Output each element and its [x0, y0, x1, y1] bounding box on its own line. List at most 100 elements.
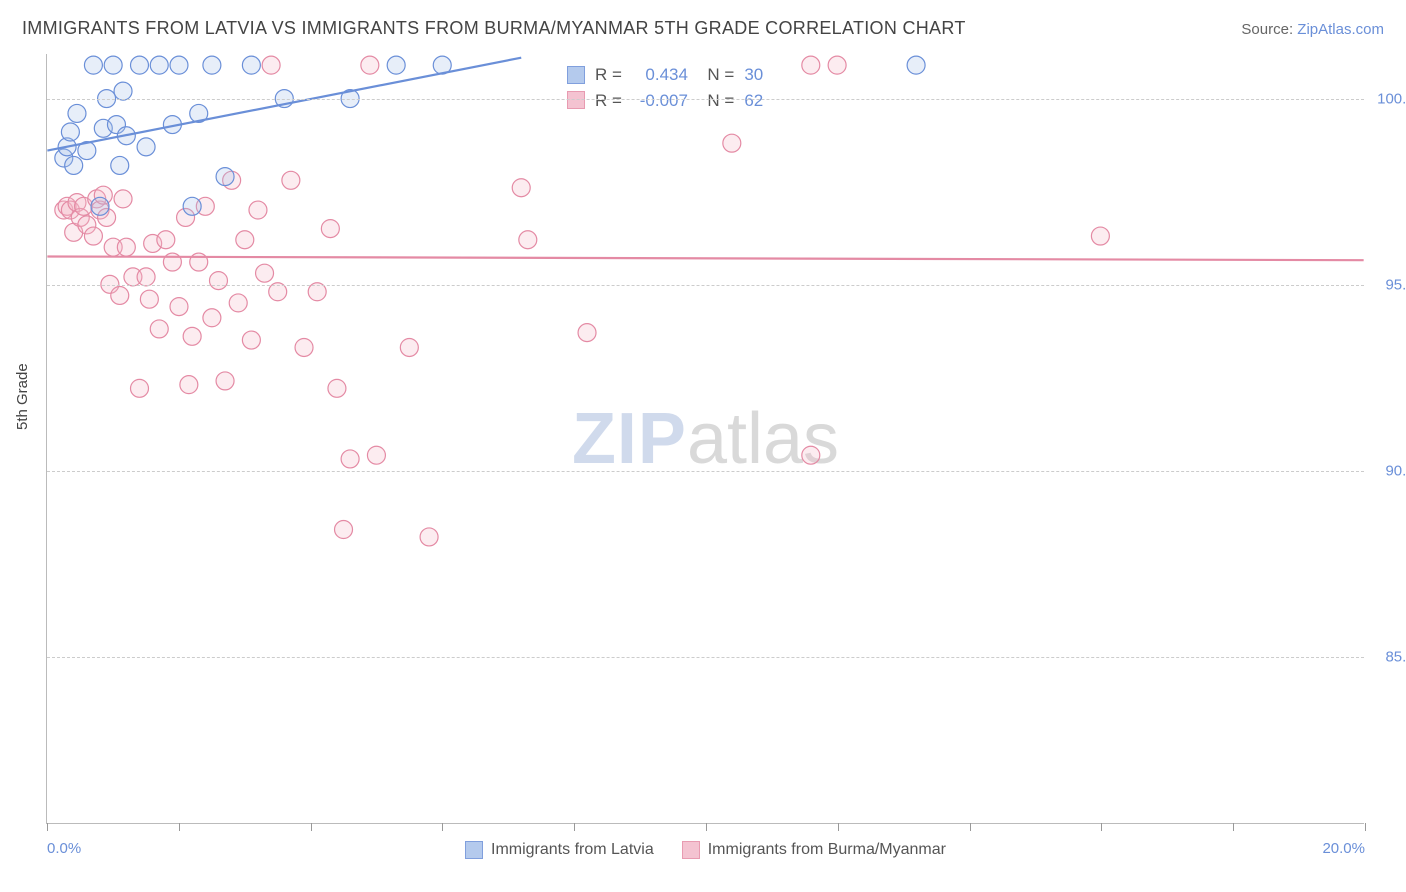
data-point-burma [209, 272, 227, 290]
data-point-latvia [137, 138, 155, 156]
n-value-latvia: 30 [744, 62, 763, 88]
legend-row-burma: R = -0.007 N = 62 [567, 88, 763, 114]
trend-line-burma [47, 256, 1363, 260]
plot-area: ZIPatlas R = 0.434 N = 30 R = -0.007 N =… [46, 54, 1364, 824]
data-point-burma [262, 56, 280, 74]
legend-item-burma: Immigrants from Burma/Myanmar [682, 841, 946, 859]
x-tick-label: 20.0% [1322, 840, 1365, 857]
data-point-latvia [216, 168, 234, 186]
y-tick-label: 100.0% [1377, 90, 1406, 107]
data-point-burma [140, 290, 158, 308]
data-point-latvia [150, 56, 168, 74]
data-point-burma [114, 190, 132, 208]
y-tick-label: 90.0% [1385, 462, 1406, 479]
gridline [47, 471, 1364, 472]
data-point-latvia [131, 56, 149, 74]
chart-title: IMMIGRANTS FROM LATVIA VS IMMIGRANTS FRO… [22, 18, 966, 39]
data-point-burma [519, 231, 537, 249]
x-tick [1365, 823, 1366, 831]
gridline [47, 99, 1364, 100]
data-point-burma [282, 171, 300, 189]
data-point-burma [400, 338, 418, 356]
swatch-latvia [567, 66, 585, 84]
x-tick [1101, 823, 1102, 831]
data-point-burma [190, 253, 208, 271]
data-point-burma [828, 56, 846, 74]
data-point-burma [295, 338, 313, 356]
y-axis-label: 5th Grade [14, 363, 31, 430]
y-tick-label: 95.0% [1385, 276, 1406, 293]
legend-label-burma: Immigrants from Burma/Myanmar [708, 841, 946, 859]
data-point-latvia [203, 56, 221, 74]
swatch-burma-icon [682, 841, 700, 859]
data-point-burma [367, 446, 385, 464]
swatch-burma [567, 91, 585, 109]
correlation-legend: R = 0.434 N = 30 R = -0.007 N = 62 [567, 62, 763, 113]
data-point-latvia [387, 56, 405, 74]
header: IMMIGRANTS FROM LATVIA VS IMMIGRANTS FRO… [22, 18, 1384, 39]
legend-row-latvia: R = 0.434 N = 30 [567, 62, 763, 88]
gridline [47, 285, 1364, 286]
data-point-burma [157, 231, 175, 249]
data-point-latvia [84, 56, 102, 74]
source: Source: ZipAtlas.com [1241, 21, 1384, 38]
x-tick [706, 823, 707, 831]
data-point-burma [328, 379, 346, 397]
x-tick [311, 823, 312, 831]
data-point-burma [420, 528, 438, 546]
data-point-burma [183, 327, 201, 345]
data-point-burma [335, 521, 353, 539]
data-point-burma [802, 56, 820, 74]
legend-label-latvia: Immigrants from Latvia [491, 841, 654, 859]
data-point-burma [137, 268, 155, 286]
r-value-latvia: 0.434 [632, 62, 688, 88]
bottom-legend: Immigrants from Latvia Immigrants from B… [47, 841, 1364, 859]
data-point-burma [131, 379, 149, 397]
source-prefix: Source: [1241, 21, 1297, 38]
data-point-latvia [170, 56, 188, 74]
x-tick [179, 823, 180, 831]
data-point-burma [216, 372, 234, 390]
data-point-burma [84, 227, 102, 245]
source-link[interactable]: ZipAtlas.com [1297, 21, 1384, 38]
chart-svg [47, 54, 1364, 823]
data-point-burma [321, 220, 339, 238]
data-point-burma [170, 298, 188, 316]
data-point-burma [111, 286, 129, 304]
data-point-burma [361, 56, 379, 74]
data-point-latvia [114, 82, 132, 100]
data-point-latvia [183, 197, 201, 215]
data-point-latvia [68, 104, 86, 122]
data-point-burma [249, 201, 267, 219]
data-point-burma [242, 331, 260, 349]
data-point-burma [723, 134, 741, 152]
data-point-latvia [242, 56, 260, 74]
swatch-latvia-icon [465, 841, 483, 859]
data-point-burma [578, 324, 596, 342]
x-tick [970, 823, 971, 831]
data-point-latvia [65, 156, 83, 174]
data-point-burma [256, 264, 274, 282]
data-point-burma [203, 309, 221, 327]
data-point-burma [512, 179, 530, 197]
x-tick [442, 823, 443, 831]
data-point-latvia [61, 123, 79, 141]
data-point-burma [236, 231, 254, 249]
n-value-burma: 62 [744, 88, 763, 114]
gridline [47, 657, 1364, 658]
r-value-burma: -0.007 [632, 88, 688, 114]
data-point-latvia [907, 56, 925, 74]
x-tick [47, 823, 48, 831]
data-point-burma [341, 450, 359, 468]
legend-item-latvia: Immigrants from Latvia [465, 841, 654, 859]
x-tick [838, 823, 839, 831]
data-point-burma [180, 376, 198, 394]
data-point-burma [150, 320, 168, 338]
data-point-burma [1091, 227, 1109, 245]
x-tick-label: 0.0% [47, 840, 81, 857]
data-point-burma [117, 238, 135, 256]
data-point-burma [802, 446, 820, 464]
x-tick [574, 823, 575, 831]
data-point-latvia [91, 197, 109, 215]
data-point-latvia [104, 56, 122, 74]
